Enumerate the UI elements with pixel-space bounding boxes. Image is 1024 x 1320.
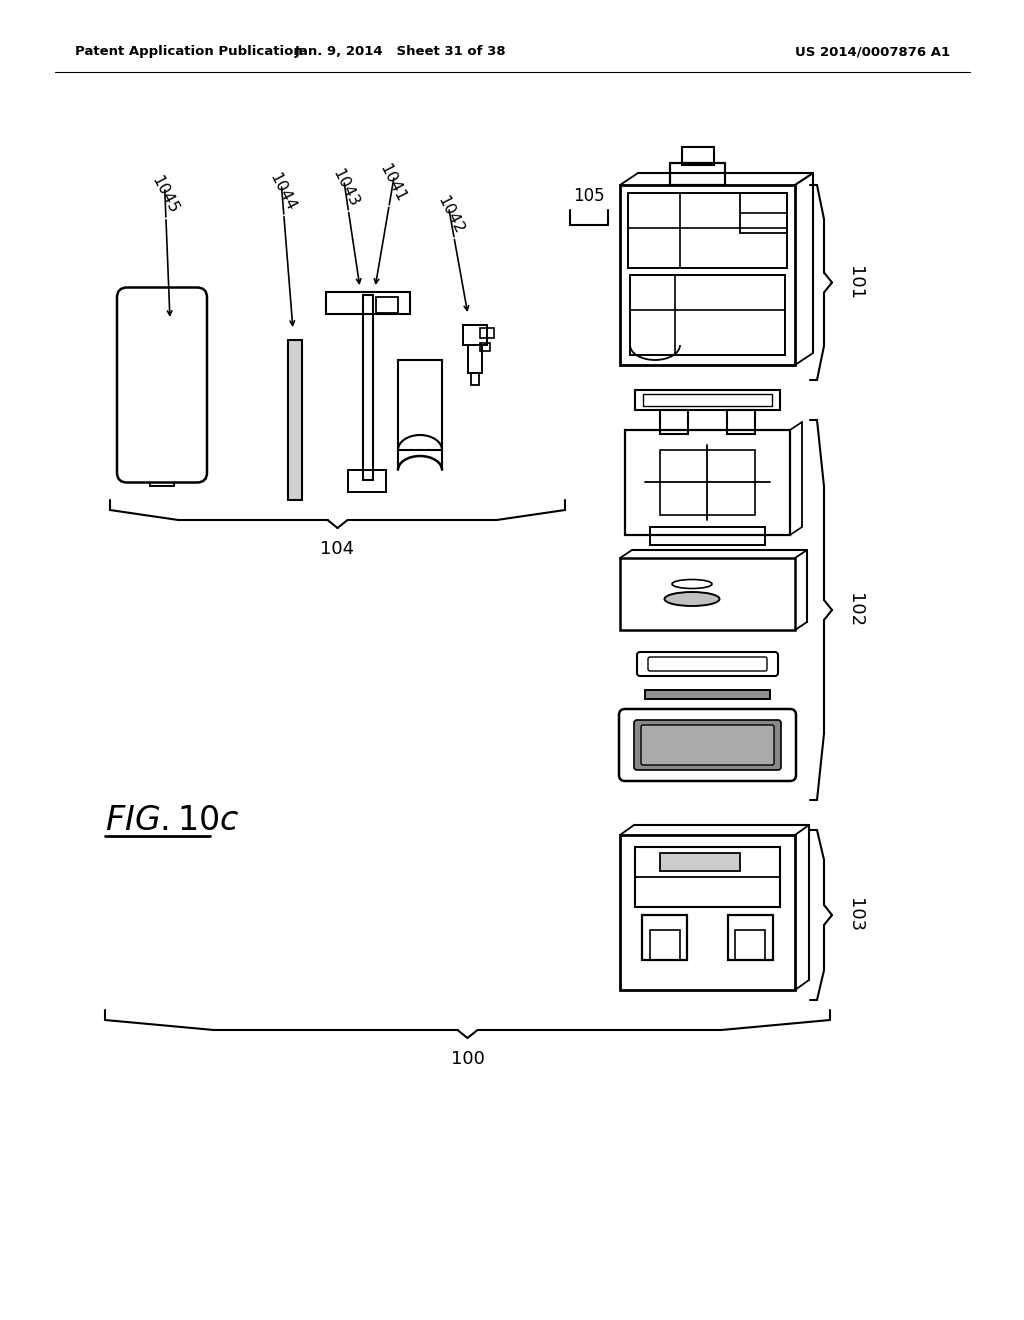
Text: US 2014/0007876 A1: US 2014/0007876 A1 [795, 45, 950, 58]
Bar [150, 467, 174, 486]
Bar [682, 147, 714, 165]
Text: $\mathit{FIG.10c}$: $\mathit{FIG.10c}$ [105, 804, 240, 837]
Bar [728, 915, 773, 960]
Text: 101: 101 [846, 265, 864, 300]
Bar [620, 185, 795, 366]
Bar [288, 341, 302, 500]
Text: 104: 104 [321, 540, 354, 558]
FancyBboxPatch shape [641, 725, 774, 766]
Bar [468, 345, 482, 374]
Bar [635, 847, 780, 907]
FancyBboxPatch shape [618, 709, 796, 781]
Bar [660, 411, 688, 434]
Text: 100: 100 [451, 1049, 484, 1068]
Text: 1042: 1042 [434, 194, 466, 236]
Ellipse shape [665, 591, 720, 606]
Bar [376, 297, 398, 313]
Bar [643, 393, 772, 407]
Bar [463, 325, 487, 345]
Bar [735, 931, 765, 960]
Bar [642, 915, 687, 960]
Text: Patent Application Publication: Patent Application Publication [75, 45, 303, 58]
Bar [471, 374, 479, 385]
Bar [480, 343, 490, 351]
Bar [398, 360, 442, 450]
Bar [326, 292, 410, 314]
Bar [660, 450, 755, 515]
FancyBboxPatch shape [648, 657, 767, 671]
Bar [650, 931, 680, 960]
Text: 1041: 1041 [377, 161, 409, 205]
Bar [348, 470, 386, 492]
Bar [620, 558, 795, 630]
FancyBboxPatch shape [634, 719, 781, 770]
Bar [620, 836, 795, 990]
FancyBboxPatch shape [637, 652, 778, 676]
Bar [645, 690, 770, 700]
Bar [650, 527, 765, 545]
Text: 1043: 1043 [329, 166, 360, 210]
Bar [635, 389, 780, 411]
Bar [670, 162, 725, 185]
Bar [727, 411, 755, 434]
Text: 1045: 1045 [148, 173, 181, 216]
FancyBboxPatch shape [117, 288, 207, 483]
Bar [660, 853, 740, 871]
Bar [480, 327, 494, 338]
Bar [630, 275, 785, 355]
Text: Jan. 9, 2014   Sheet 31 of 38: Jan. 9, 2014 Sheet 31 of 38 [294, 45, 506, 58]
Text: 102: 102 [846, 593, 864, 627]
Text: 1044: 1044 [266, 170, 298, 214]
Text: 103: 103 [846, 898, 864, 932]
Bar [628, 193, 787, 268]
Text: 105: 105 [573, 187, 605, 205]
Bar [625, 430, 790, 535]
Bar [362, 294, 373, 480]
Bar [740, 193, 787, 234]
